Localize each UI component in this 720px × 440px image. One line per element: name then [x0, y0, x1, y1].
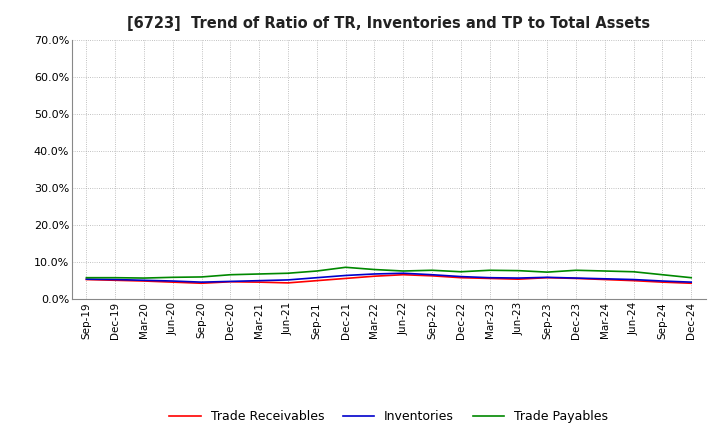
Trade Receivables — [255, 279, 264, 285]
Inventories — [428, 272, 436, 277]
Inventories — [485, 275, 494, 280]
Inventories — [140, 278, 148, 283]
Inventories — [514, 275, 523, 281]
Trade Receivables — [226, 279, 235, 284]
Trade Receivables — [82, 277, 91, 282]
Inventories — [399, 271, 408, 276]
Trade Receivables — [341, 276, 350, 281]
Line: Trade Payables: Trade Payables — [86, 268, 691, 278]
Trade Payables — [341, 265, 350, 270]
Trade Receivables — [514, 276, 523, 282]
Inventories — [226, 279, 235, 284]
Trade Receivables — [111, 278, 120, 283]
Inventories — [284, 277, 292, 282]
Title: [6723]  Trend of Ratio of TR, Inventories and TP to Total Assets: [6723] Trend of Ratio of TR, Inventories… — [127, 16, 650, 32]
Trade Receivables — [399, 272, 408, 277]
Inventories — [370, 271, 379, 277]
Inventories — [456, 274, 465, 279]
Trade Payables — [687, 275, 696, 280]
Trade Payables — [485, 268, 494, 273]
Trade Payables — [543, 269, 552, 275]
Trade Payables — [399, 268, 408, 274]
Trade Receivables — [370, 274, 379, 279]
Trade Payables — [197, 274, 206, 279]
Trade Payables — [600, 268, 609, 274]
Inventories — [312, 275, 321, 280]
Trade Receivables — [543, 275, 552, 280]
Trade Payables — [629, 269, 638, 275]
Trade Payables — [140, 275, 148, 281]
Inventories — [168, 279, 177, 284]
Trade Payables — [572, 268, 580, 273]
Legend: Trade Receivables, Inventories, Trade Payables: Trade Receivables, Inventories, Trade Pa… — [164, 405, 613, 428]
Trade Receivables — [658, 279, 667, 285]
Trade Payables — [514, 268, 523, 273]
Trade Receivables — [687, 281, 696, 286]
Inventories — [600, 276, 609, 282]
Trade Receivables — [600, 277, 609, 282]
Inventories — [543, 275, 552, 280]
Trade Payables — [428, 268, 436, 273]
Trade Receivables — [284, 280, 292, 286]
Inventories — [572, 275, 580, 281]
Line: Trade Receivables: Trade Receivables — [86, 275, 691, 283]
Inventories — [687, 279, 696, 285]
Inventories — [197, 279, 206, 285]
Inventories — [111, 277, 120, 282]
Inventories — [82, 276, 91, 282]
Trade Payables — [226, 272, 235, 277]
Trade Payables — [168, 275, 177, 280]
Trade Receivables — [572, 276, 580, 281]
Trade Payables — [111, 275, 120, 280]
Trade Receivables — [428, 273, 436, 279]
Trade Payables — [370, 267, 379, 272]
Trade Receivables — [197, 281, 206, 286]
Inventories — [341, 273, 350, 278]
Trade Receivables — [485, 276, 494, 281]
Trade Payables — [658, 272, 667, 277]
Trade Payables — [312, 268, 321, 274]
Trade Receivables — [140, 279, 148, 284]
Trade Payables — [255, 271, 264, 277]
Line: Inventories: Inventories — [86, 273, 691, 282]
Inventories — [255, 278, 264, 283]
Trade Receivables — [312, 278, 321, 283]
Inventories — [629, 277, 638, 282]
Trade Payables — [284, 271, 292, 276]
Trade Receivables — [456, 275, 465, 280]
Trade Receivables — [629, 278, 638, 283]
Inventories — [658, 279, 667, 284]
Trade Payables — [82, 275, 91, 280]
Trade Payables — [456, 269, 465, 275]
Trade Receivables — [168, 279, 177, 285]
